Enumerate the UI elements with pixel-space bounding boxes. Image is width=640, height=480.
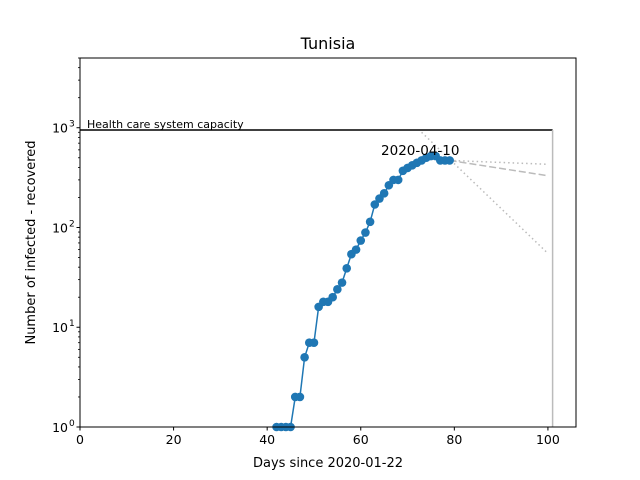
- x-axis-label: Days since 2020-01-22: [253, 456, 403, 471]
- data-point: [393, 175, 403, 185]
- data-point: [370, 200, 380, 209]
- data-point: [295, 392, 305, 402]
- data-point: [300, 352, 309, 362]
- projection-dashed-line: [449, 159, 549, 177]
- data-point: [356, 236, 366, 245]
- data-point: [379, 189, 389, 198]
- x-tick-label: 60: [353, 432, 369, 447]
- projection-dotted-line: [449, 159, 548, 166]
- y-tick-label: 10: [52, 320, 68, 335]
- x-tick-label: 100: [536, 432, 560, 447]
- series-line: [276, 155, 450, 428]
- y-tick-exponent: 2: [69, 219, 75, 229]
- data-point: [361, 228, 370, 237]
- data-point: [309, 338, 319, 347]
- data-point: [328, 292, 337, 302]
- x-tick-label: 80: [446, 432, 462, 447]
- date-annotation: 2020-04-10: [381, 143, 459, 159]
- x-tick-label: 40: [259, 432, 275, 447]
- data-point: [445, 156, 454, 165]
- data-point: [342, 263, 352, 273]
- data-point: [351, 245, 361, 254]
- y-tick-label: 10: [52, 420, 68, 435]
- y-tick-exponent: 1: [69, 319, 75, 329]
- y-tick-label: 10: [52, 121, 68, 136]
- chart-title: Tunisia: [300, 34, 356, 53]
- x-axis: 0 20 40 60 80 100: [76, 427, 560, 447]
- data-point: [365, 217, 375, 227]
- data-point: [333, 285, 342, 294]
- axes-frame: [79, 57, 577, 428]
- y-axis-label: Number of infected - recovered: [24, 140, 39, 344]
- plot-area: [80, 129, 554, 432]
- y-tick-label: 10: [52, 220, 68, 235]
- y-tick-exponent: 3: [69, 120, 75, 130]
- capacity-label: Health care system capacity: [87, 118, 244, 131]
- x-tick-label: 20: [166, 432, 182, 447]
- x-tick-label: 0: [76, 432, 84, 447]
- data-point: [337, 278, 347, 287]
- y-tick-exponent: 0: [69, 419, 75, 429]
